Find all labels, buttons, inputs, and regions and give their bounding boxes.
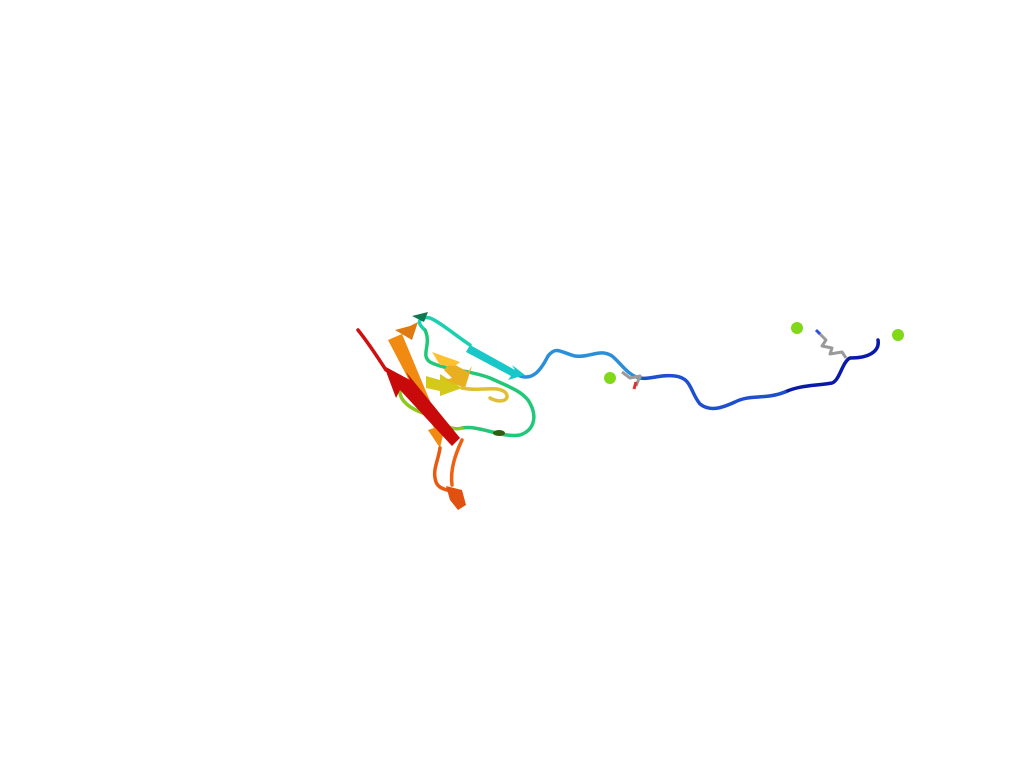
coil-orange bbox=[449, 438, 464, 487]
coil-blue-dark bbox=[783, 338, 880, 394]
turn-green bbox=[412, 312, 428, 322]
strand-yellow-orange bbox=[444, 362, 472, 388]
strand-red bbox=[384, 366, 460, 446]
coil-red bbox=[356, 328, 388, 372]
turn-orange-red bbox=[446, 486, 466, 510]
strand-cyan bbox=[466, 345, 525, 380]
coil-blue bbox=[638, 373, 787, 411]
ion-sphere bbox=[892, 329, 904, 341]
turn-dark bbox=[493, 430, 505, 436]
strand-orange-tip bbox=[395, 322, 418, 340]
coil-yellow bbox=[460, 386, 509, 403]
ion-sphere bbox=[604, 372, 616, 384]
side-chain-nitrogen bbox=[814, 328, 822, 336]
side-chain-oxygen bbox=[632, 381, 638, 390]
side-chain-stick bbox=[621, 370, 642, 387]
side-chain-stick bbox=[816, 330, 848, 359]
ion-sphere bbox=[791, 322, 803, 334]
coil-green bbox=[423, 328, 536, 438]
strand-gold bbox=[432, 352, 460, 366]
coil-light-blue bbox=[518, 348, 642, 380]
coil-teal bbox=[417, 315, 472, 347]
strand-yellow bbox=[426, 374, 462, 396]
